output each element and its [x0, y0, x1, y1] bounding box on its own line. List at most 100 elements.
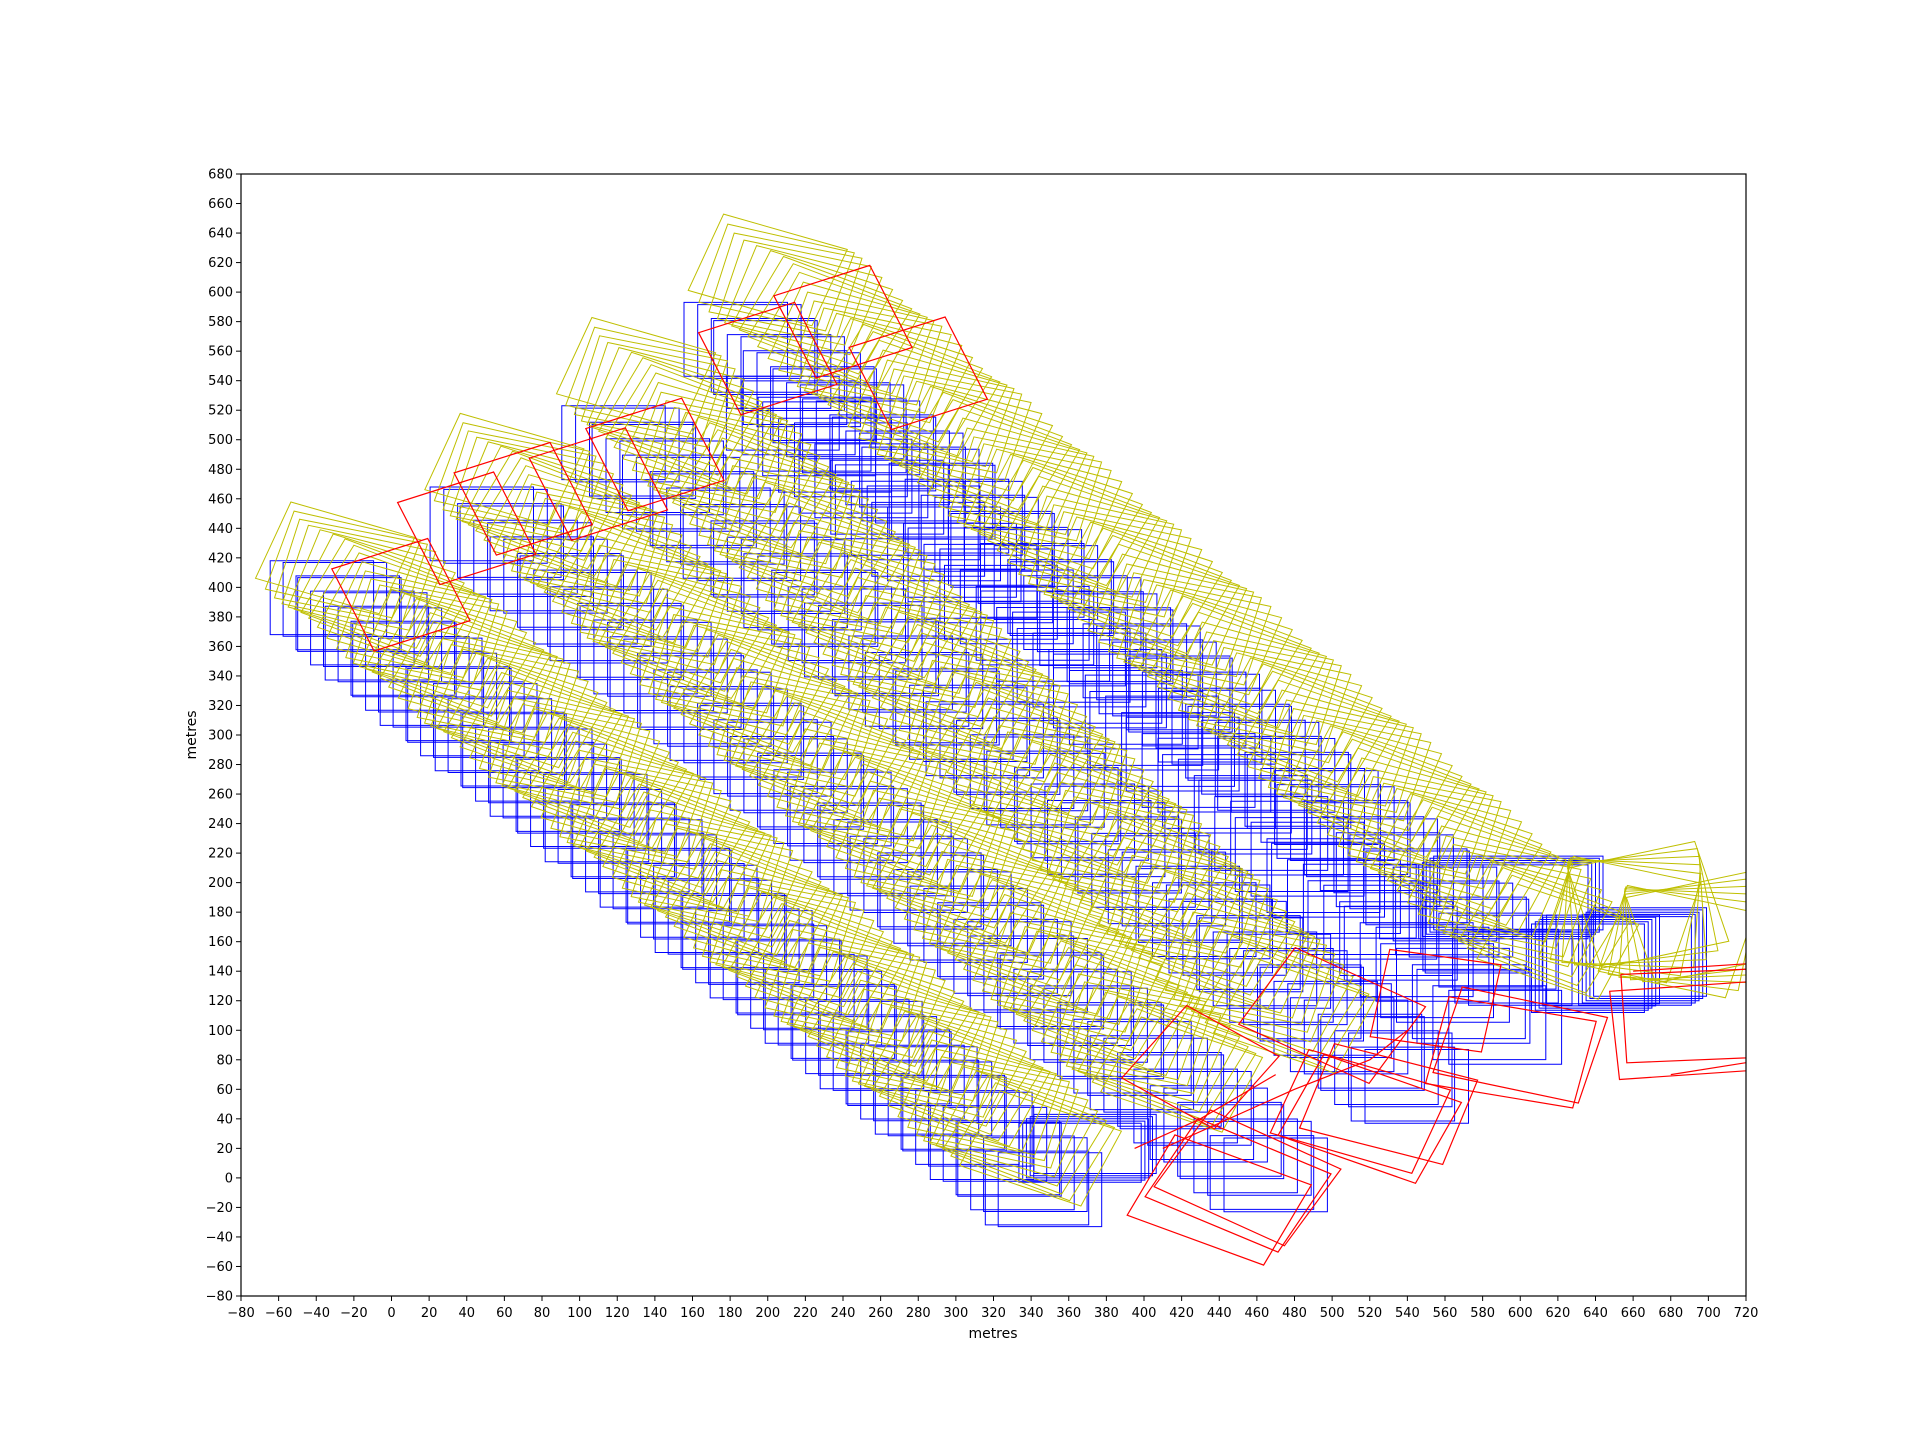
yellow-footprint [631, 391, 789, 500]
yellow-footprint [754, 919, 915, 1032]
y-tick-label: 0 [225, 1171, 233, 1186]
blue-footprint [1593, 907, 1707, 997]
blue-footprint [1259, 966, 1364, 1042]
x-tick-label: 360 [1056, 1306, 1081, 1321]
y-tick-label: 580 [208, 315, 233, 330]
blue-footprint [967, 921, 1072, 997]
blue-footprint [957, 1122, 1062, 1197]
red-footprint [528, 427, 669, 542]
yellow-footprint [1079, 827, 1243, 944]
blue-footprint [1230, 738, 1336, 813]
blue-footprint [1257, 964, 1362, 1040]
yellow-footprint [475, 457, 641, 577]
yellow-footprint [796, 307, 952, 414]
yellow-footprint [622, 381, 783, 495]
yellow-footprint [1247, 689, 1407, 802]
blue-footprint [1059, 1004, 1165, 1080]
blue-footprint [1052, 593, 1158, 669]
blue-footprint [1016, 628, 1131, 703]
yellow-footprint [1013, 762, 1177, 880]
y-tick-label: 660 [208, 197, 233, 212]
yellow-footprint [1196, 646, 1352, 754]
yellow-footprint [991, 741, 1154, 858]
blue-footprint [1135, 865, 1240, 941]
yellow-footprint [1377, 799, 1543, 919]
y-tick-label: 260 [208, 788, 233, 803]
y-tick-label: 360 [208, 640, 233, 655]
yellow-footprint [715, 887, 875, 999]
yellow-footprint [579, 552, 734, 658]
yellow-footprint [962, 893, 1127, 1011]
yellow-footprint [955, 706, 1116, 819]
blue-footprint [1212, 931, 1318, 1007]
yellow-footprint [1275, 714, 1432, 822]
yellow-footprint [907, 1048, 1063, 1156]
y-tick-label: 200 [208, 876, 233, 891]
blue-footprint [996, 607, 1111, 682]
yellow-footprint [822, 576, 983, 690]
yellow-footprint [938, 427, 1095, 536]
red-track [1162, 1029, 1408, 1149]
yellow-footprint [836, 339, 1001, 457]
yellow-footprint [776, 728, 933, 836]
yellow-footprint [784, 736, 940, 842]
yellow-footprint [1236, 679, 1400, 797]
blue-footprint [1244, 751, 1349, 827]
blue-footprint [1141, 733, 1256, 808]
blue-footprint [1112, 641, 1217, 717]
yellow-footprint [1179, 926, 1336, 1033]
y-tick-label: 440 [208, 522, 233, 537]
yellow-footprint [1003, 930, 1163, 1042]
yellow-footprint [1124, 870, 1288, 988]
yellow-footprint [605, 364, 771, 484]
yellow-footprint [507, 712, 671, 829]
yellow-footprint [640, 400, 795, 506]
blue-footprint [1276, 784, 1381, 859]
yellow-footprint [996, 475, 1161, 593]
y-tick-label: 380 [208, 610, 233, 625]
yellow-footprint [883, 380, 1043, 492]
yellow-footprint [639, 605, 796, 714]
y-tick-label: −60 [206, 1260, 233, 1275]
blue-footprint [980, 543, 1085, 618]
red-footprint [330, 537, 471, 652]
yellow-footprint [602, 791, 766, 909]
yellow-footprint [566, 763, 722, 870]
y-tick-label: 520 [208, 404, 233, 419]
yellow-footprint [853, 797, 1008, 903]
blue-footprint [970, 1135, 1075, 1211]
yellow-footprint [1476, 883, 1640, 1000]
yellow-footprint [863, 1010, 1027, 1127]
x-tick-label: 220 [793, 1306, 818, 1321]
yellow-footprint [307, 544, 474, 665]
yellow-footprint [935, 1070, 1099, 1187]
blue-footprint [934, 496, 1039, 572]
yellow-footprint [281, 524, 437, 631]
yellow-footprint [747, 263, 913, 383]
yellow-footprint [1327, 757, 1487, 870]
blue-footprint [939, 703, 1044, 779]
x-tick-label: 140 [642, 1306, 667, 1321]
red-track [1134, 1074, 1277, 1149]
yellow-footprint [807, 962, 973, 1082]
red-footprint [1144, 1117, 1332, 1253]
yellow-footprint [1167, 621, 1328, 734]
y-tick-label: 60 [216, 1083, 233, 1098]
yellow-footprint [565, 326, 722, 435]
y-tick-label: −20 [206, 1201, 233, 1216]
yellow-footprint [870, 1015, 1036, 1135]
blue-footprint [352, 622, 457, 698]
red-footprint [773, 264, 913, 379]
blue-footprint [1053, 653, 1167, 729]
yellow-footprint [655, 620, 811, 727]
yellow-footprint [972, 903, 1133, 1015]
yellow-footprint [858, 611, 1021, 728]
blue-footprint [1339, 901, 1454, 976]
yellow-footprint [930, 681, 1096, 801]
blue-footprint [815, 400, 921, 476]
yellow-footprint [1130, 589, 1294, 706]
blue-footprint [929, 1105, 1035, 1180]
blue-footprint [773, 572, 879, 647]
yellow-footprint [483, 465, 648, 583]
x-tick-label: 680 [1658, 1306, 1683, 1321]
